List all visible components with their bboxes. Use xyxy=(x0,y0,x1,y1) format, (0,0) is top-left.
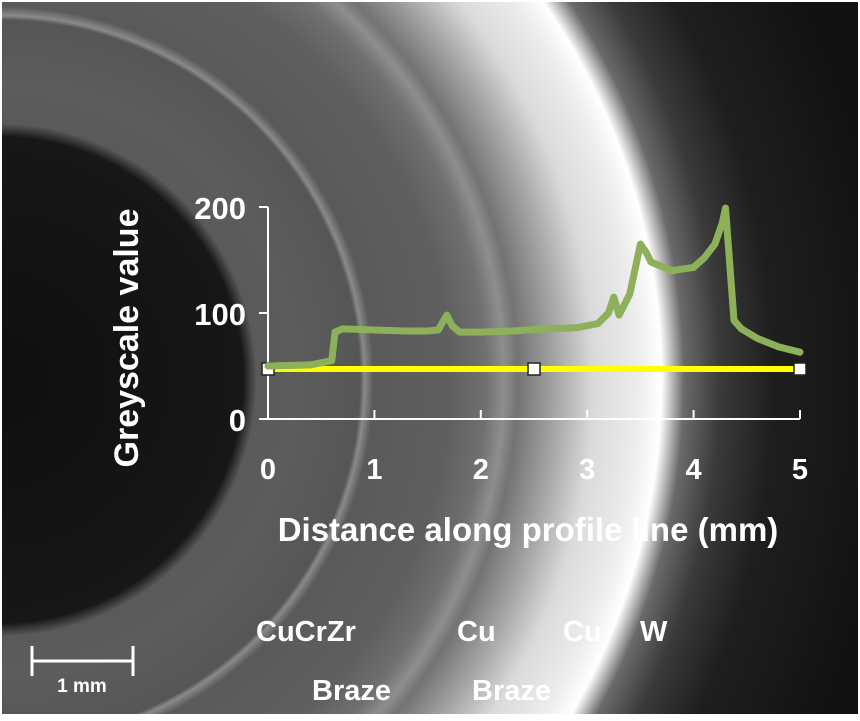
chart-axes: 0 100 200 0 1 2 3 4 5 xyxy=(194,191,808,486)
x-tick-label: 2 xyxy=(473,454,489,486)
material-label-w: W xyxy=(640,616,668,648)
y-axis-ticks: 0 100 200 xyxy=(194,191,268,438)
y-tick-label: 100 xyxy=(194,297,246,332)
scale-bar: 1 mm xyxy=(30,646,135,697)
series-line xyxy=(264,204,804,370)
x-tick-label: 0 xyxy=(260,454,276,486)
x-tick-label: 3 xyxy=(579,454,595,486)
x-axis-label: Distance along profile line (mm) xyxy=(278,511,779,548)
y-tick-label: 200 xyxy=(194,191,246,226)
material-label-cu-2: Cu xyxy=(563,616,602,648)
x-tick-label: 5 xyxy=(792,454,808,486)
y-axis-label: Greyscale value xyxy=(108,209,146,468)
scale-bar-label: 1 mm xyxy=(57,676,107,697)
x-tick-label: 1 xyxy=(366,454,382,486)
series-group xyxy=(264,204,804,370)
y-tick-label: 0 xyxy=(229,403,246,438)
material-label-braze-2: Braze xyxy=(472,675,551,707)
material-label-cucrzr: CuCrZr xyxy=(256,616,356,648)
profile-line-marker xyxy=(793,362,807,376)
x-tick-label: 4 xyxy=(686,454,702,486)
profile-line-marker xyxy=(527,362,541,376)
x-axis-ticks: 0 1 2 3 4 5 xyxy=(260,410,808,486)
material-label-braze-1: Braze xyxy=(312,675,391,707)
material-label-cu-1: Cu xyxy=(457,616,496,648)
